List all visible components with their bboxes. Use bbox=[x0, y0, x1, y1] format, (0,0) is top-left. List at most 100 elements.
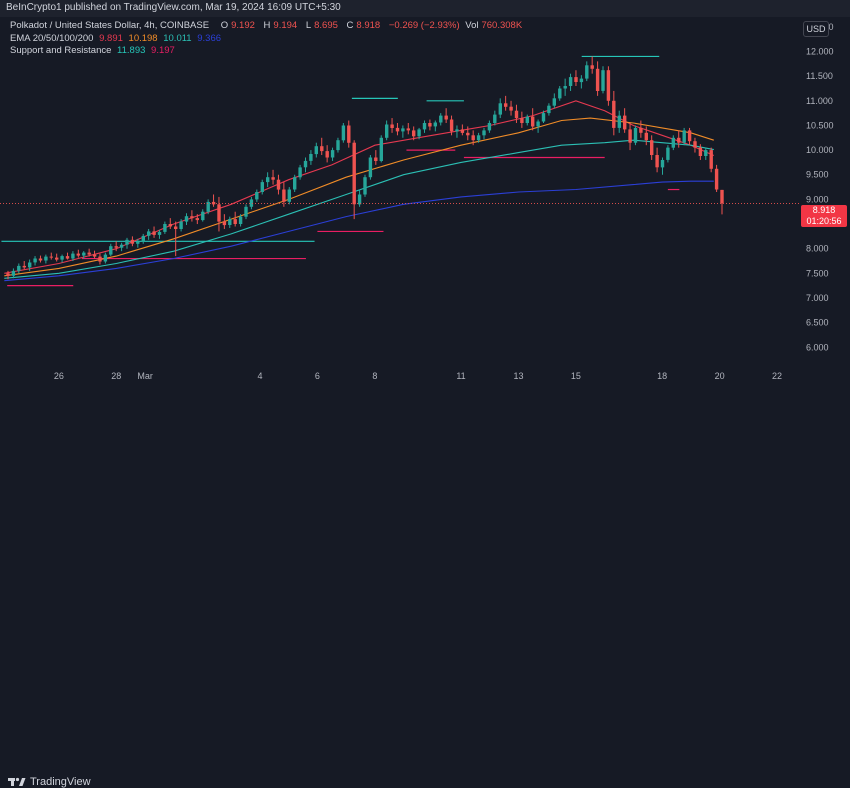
time-axis-svg: 26 28 Mar 4 6 8 11 13 15 18 20 22 bbox=[54, 371, 782, 381]
candle-body bbox=[357, 194, 362, 205]
candle-body bbox=[141, 235, 145, 242]
candle-body bbox=[671, 137, 675, 148]
candle-body bbox=[422, 123, 427, 130]
support-value: 9.197 bbox=[151, 45, 175, 56]
candle-body bbox=[650, 140, 654, 155]
candle-body bbox=[293, 177, 297, 190]
price-tick-label: 6.500 bbox=[806, 318, 829, 328]
candle-body bbox=[531, 116, 535, 127]
candle-body bbox=[184, 216, 189, 222]
footer: TradingView bbox=[0, 387, 850, 788]
publisher-bar: BeInCrypto1 published on TradingView.com… bbox=[0, 0, 850, 17]
resistance-value: 11.893 bbox=[117, 45, 146, 56]
low-label: L bbox=[305, 20, 312, 31]
candle-body bbox=[714, 168, 719, 190]
open-label: O bbox=[220, 20, 229, 31]
candle-body bbox=[341, 125, 346, 141]
candle-body bbox=[520, 118, 524, 123]
candle-body bbox=[574, 77, 578, 82]
candle-body bbox=[244, 206, 248, 217]
candle-body bbox=[379, 137, 383, 161]
candle-body bbox=[385, 124, 389, 138]
ema200-value: 9.366 bbox=[197, 33, 222, 44]
candle-body bbox=[206, 201, 210, 212]
ema100-value: 10.011 bbox=[163, 33, 192, 44]
ema-label: EMA 20/50/100/200 bbox=[10, 33, 94, 44]
volume-value: 760.308K bbox=[481, 20, 523, 31]
last-price: 8.918 bbox=[812, 205, 836, 215]
candle-body bbox=[682, 130, 686, 143]
candle-body bbox=[114, 246, 118, 248]
candle-body bbox=[514, 110, 519, 119]
candle-body bbox=[412, 130, 416, 137]
candle-body bbox=[476, 135, 481, 141]
tradingview-logo[interactable]: TradingView bbox=[8, 776, 91, 788]
candle-body bbox=[228, 219, 232, 225]
candle-body bbox=[298, 167, 302, 178]
candle-body bbox=[401, 128, 405, 132]
time-tick-label: 20 bbox=[715, 371, 725, 381]
time-tick-label: Mar bbox=[137, 371, 153, 381]
price-tick-label: 12.000 bbox=[806, 47, 834, 57]
candle-body bbox=[157, 231, 162, 235]
price-tick-label: 9.000 bbox=[806, 194, 829, 204]
candle-body bbox=[168, 224, 172, 227]
candle-body bbox=[568, 77, 573, 86]
candle-body bbox=[660, 160, 665, 168]
price-tick-label: 7.000 bbox=[806, 293, 829, 303]
candle-body bbox=[238, 216, 243, 224]
candle-body bbox=[487, 123, 492, 131]
candle-body bbox=[11, 270, 16, 276]
candle-body bbox=[109, 246, 113, 255]
time-tick-label: 13 bbox=[513, 371, 523, 381]
candle-body bbox=[558, 88, 562, 99]
chart-pane[interactable] bbox=[0, 17, 800, 367]
candle-body bbox=[704, 150, 708, 156]
candle-body bbox=[390, 124, 394, 128]
price-tick-label: 11.500 bbox=[806, 71, 833, 81]
candle-body bbox=[125, 239, 129, 245]
price-tick-label: 8.000 bbox=[806, 244, 829, 254]
ema-legend[interactable]: EMA 20/50/100/200 9.891 10.198 10.011 9.… bbox=[10, 33, 224, 44]
candle-body bbox=[552, 98, 556, 106]
candle-body bbox=[536, 121, 540, 127]
time-axis[interactable]: 26 28 Mar 4 6 8 11 13 15 18 20 22 bbox=[0, 367, 850, 387]
publisher-text: BeInCrypto1 published on TradingView.com… bbox=[6, 2, 341, 13]
time-tick-label: 8 bbox=[372, 371, 377, 381]
price-chart[interactable] bbox=[0, 17, 800, 367]
candle-body bbox=[336, 140, 340, 151]
candle-body bbox=[60, 256, 64, 260]
candle-body bbox=[709, 150, 713, 169]
time-tick-label: 28 bbox=[111, 371, 121, 381]
candle-body bbox=[493, 114, 497, 123]
sr-legend[interactable]: Support and Resistance 11.893 9.197 bbox=[10, 45, 178, 56]
tradingview-icon bbox=[8, 777, 26, 786]
candle-body bbox=[130, 239, 135, 244]
candle-body bbox=[38, 258, 43, 261]
candle-body bbox=[444, 115, 448, 120]
symbol-title[interactable]: Polkadot / United States Dollar, 4h, COI… bbox=[10, 20, 210, 31]
candle-body bbox=[201, 211, 205, 221]
candle-body bbox=[28, 262, 32, 268]
candle-body bbox=[644, 132, 648, 141]
candle-body bbox=[260, 182, 264, 192]
candle-body bbox=[666, 147, 670, 160]
candle-body bbox=[509, 106, 513, 111]
change-value: −0.269 (−2.93%) bbox=[388, 20, 460, 31]
ema20-value: 9.891 bbox=[99, 33, 123, 44]
ema50-line bbox=[4, 117, 714, 277]
candle-body bbox=[628, 129, 632, 143]
candle-body bbox=[314, 146, 318, 155]
candle-body bbox=[374, 157, 378, 161]
price-axis[interactable]: 6.0006.5007.0007.5008.0008.5009.0009.500… bbox=[800, 17, 850, 367]
candle-body bbox=[585, 65, 589, 79]
candle-body bbox=[395, 127, 400, 132]
time-tick-label: 15 bbox=[571, 371, 581, 381]
candle-body bbox=[163, 224, 167, 232]
candle-body bbox=[76, 253, 80, 256]
currency-button[interactable]: USD bbox=[803, 21, 829, 37]
candle-body bbox=[606, 70, 611, 101]
candle-body bbox=[309, 154, 313, 161]
volume-label: Vol bbox=[465, 20, 479, 31]
candle-body bbox=[525, 116, 529, 123]
